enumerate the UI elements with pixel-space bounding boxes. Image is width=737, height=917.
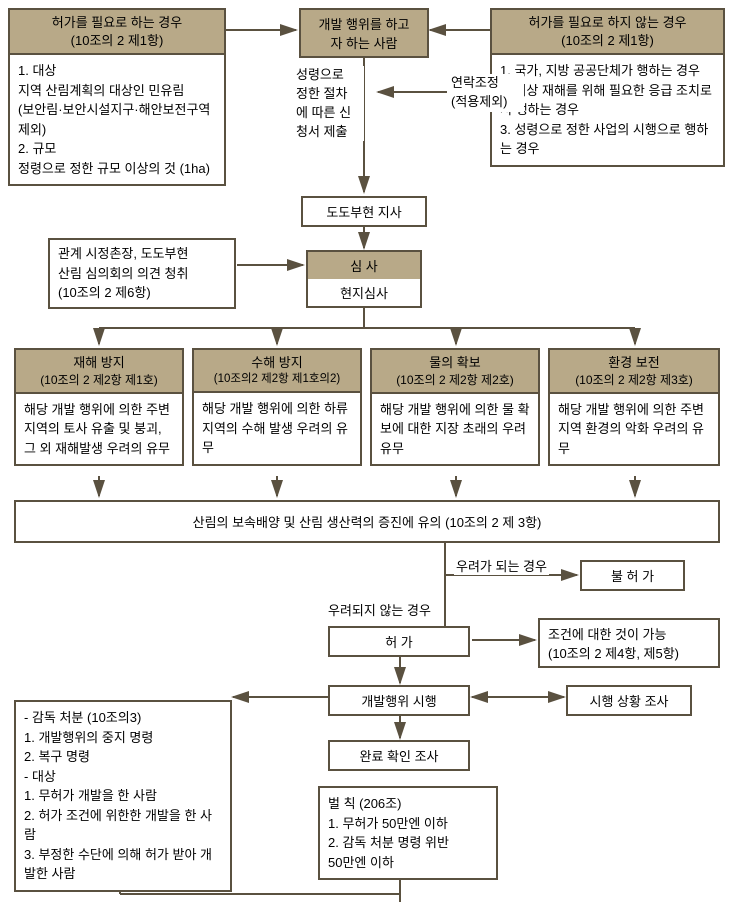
body: 해당 개발 행위에 의한 주변 지역 환경의 악화 우려의 유무 bbox=[550, 394, 718, 465]
header-permit-required: 허가를 필요로 하는 경우 (10조의 2 제1항) bbox=[10, 10, 224, 55]
text-permit: 허 가 bbox=[330, 628, 468, 655]
box-supervision: - 감독 처분 (10조의3) 1. 개발행위의 중지 명령 2. 복구 명령 … bbox=[14, 700, 232, 892]
body: 1. 대상 지역 산림계획의 대상인 민유림 (보안림·보안시설지구·해안보전구… bbox=[10, 55, 224, 184]
t1: 재해 방지 bbox=[18, 354, 180, 372]
header: 물의 확보 (10조의 2 제2항 제2호) bbox=[372, 350, 538, 394]
header: 수해 방지 (10조의2 제2항 제1호의2) bbox=[194, 350, 360, 393]
box-implement: 개발행위 시행 bbox=[328, 685, 470, 716]
body: 1. 국가, 지방 공공단체가 행하는 경우 2. 비상 재해를 위해 필요한 … bbox=[492, 55, 723, 165]
l2: 자 하는 사람 bbox=[305, 33, 423, 52]
header: 환경 보전 (10조의 2 제2항 제3호) bbox=[550, 350, 718, 394]
box-hearing: 관계 시정촌장, 도도부현 산림 심의회의 의견 청취 (10조의 2 제6항) bbox=[48, 238, 236, 309]
title: 허가를 필요로 하는 경우 bbox=[12, 14, 222, 32]
text-supervision: - 감독 처분 (10조의3) 1. 개발행위의 중지 명령 2. 복구 명령 … bbox=[16, 702, 230, 890]
text-completion: 완료 확인 조사 bbox=[330, 742, 468, 769]
l1: 개발 행위를 하고 bbox=[305, 14, 423, 33]
box-conditions: 조건에 대한 것이 가능 (10조의 2 제4항, 제5항) bbox=[538, 618, 720, 668]
subtitle: (10조의 2 제1항) bbox=[12, 32, 222, 50]
body: 해당 개발 행위에 의한 주변 지역의 토사 유출 및 붕괴, 그 외 재해발생… bbox=[16, 394, 182, 465]
label-submit-procedure: 성령으로 정한 절차 에 따른 신 청서 제출 bbox=[294, 66, 364, 141]
box-governor: 도도부현 지사 bbox=[301, 196, 427, 227]
exam-sub: 현지심사 bbox=[308, 279, 420, 306]
label-contact-adjust: 연락조정 (적용제외) bbox=[449, 74, 524, 112]
label-concern-yes: 우려가 되는 경우 bbox=[454, 556, 549, 575]
box-exam: 심 사 현지심사 bbox=[306, 250, 422, 308]
text-forest-note: 산림의 보속배양 및 산림 생산력의 증진에 유의 (10조의 2 제 3항) bbox=[16, 502, 718, 541]
t2: (10조의2 제2항 제1호의2) bbox=[196, 372, 358, 388]
t1: 수해 방지 bbox=[196, 354, 358, 372]
box-penalty: 벌 칙 (206조) 1. 무허가 50만엔 이하 2. 감독 처분 명령 위반… bbox=[318, 786, 498, 880]
text-conditions: 조건에 대한 것이 가능 (10조의 2 제4항, 제5항) bbox=[540, 620, 718, 666]
box-criteria-env: 환경 보전 (10조의 2 제2항 제3호) 해당 개발 행위에 의한 주변 지… bbox=[548, 348, 720, 466]
label-concern-no: 우려되지 않는 경우 bbox=[326, 600, 433, 619]
box-criteria-disaster: 재해 방지 (10조의 2 제2항 제1호) 해당 개발 행위에 의한 주변 지… bbox=[14, 348, 184, 466]
subtitle: (10조의 2 제1항) bbox=[494, 32, 721, 50]
title: 허가를 필요로 하지 않는 경우 bbox=[494, 14, 721, 32]
box-permit: 허 가 bbox=[328, 626, 470, 657]
text-survey: 시행 상황 조사 bbox=[568, 687, 690, 714]
box-criteria-water: 물의 확보 (10조의 2 제2항 제2호) 해당 개발 행위에 의한 물 확보… bbox=[370, 348, 540, 466]
text-reject: 불 허 가 bbox=[582, 562, 683, 589]
box-permit-not-required: 허가를 필요로 하지 않는 경우 (10조의 2 제1항) 1. 국가, 지방 … bbox=[490, 8, 725, 167]
box-criteria-flood: 수해 방지 (10조의2 제2항 제1호의2) 해당 개발 행위에 의한 하류 … bbox=[192, 348, 362, 466]
header: 재해 방지 (10조의 2 제2항 제1호) bbox=[16, 350, 182, 394]
box-forest-note: 산림의 보속배양 및 산림 생산력의 증진에 유의 (10조의 2 제 3항) bbox=[14, 500, 720, 543]
body: 해당 개발 행위에 의한 물 확보에 대한 지장 초래의 우려 유무 bbox=[372, 394, 538, 465]
box-completion: 완료 확인 조사 bbox=[328, 740, 470, 771]
text-penalty: 벌 칙 (206조) 1. 무허가 50만엔 이하 2. 감독 처분 명령 위반… bbox=[320, 788, 496, 878]
body: 해당 개발 행위에 의한 하류 지역의 수해 발생 우려의 유무 bbox=[194, 393, 360, 464]
t1: 환경 보전 bbox=[552, 354, 716, 372]
text-governor: 도도부현 지사 bbox=[303, 198, 425, 225]
box-applicant: 개발 행위를 하고 자 하는 사람 bbox=[299, 8, 429, 58]
text-hearing: 관계 시정촌장, 도도부현 산림 심의회의 의견 청취 (10조의 2 제6항) bbox=[50, 240, 234, 307]
exam-title: 심 사 bbox=[308, 252, 420, 279]
t2: (10조의 2 제2항 제3호) bbox=[552, 372, 716, 388]
t1: 물의 확보 bbox=[374, 354, 536, 372]
t2: (10조의 2 제2항 제2호) bbox=[374, 372, 536, 388]
header-not-required: 허가를 필요로 하지 않는 경우 (10조의 2 제1항) bbox=[492, 10, 723, 55]
box-survey: 시행 상황 조사 bbox=[566, 685, 692, 716]
t2: (10조의 2 제2항 제1호) bbox=[18, 372, 180, 388]
header-applicant: 개발 행위를 하고 자 하는 사람 bbox=[301, 10, 427, 56]
text-implement: 개발행위 시행 bbox=[330, 687, 468, 714]
box-permit-required: 허가를 필요로 하는 경우 (10조의 2 제1항) 1. 대상 지역 산림계획… bbox=[8, 8, 226, 186]
box-reject: 불 허 가 bbox=[580, 560, 685, 591]
